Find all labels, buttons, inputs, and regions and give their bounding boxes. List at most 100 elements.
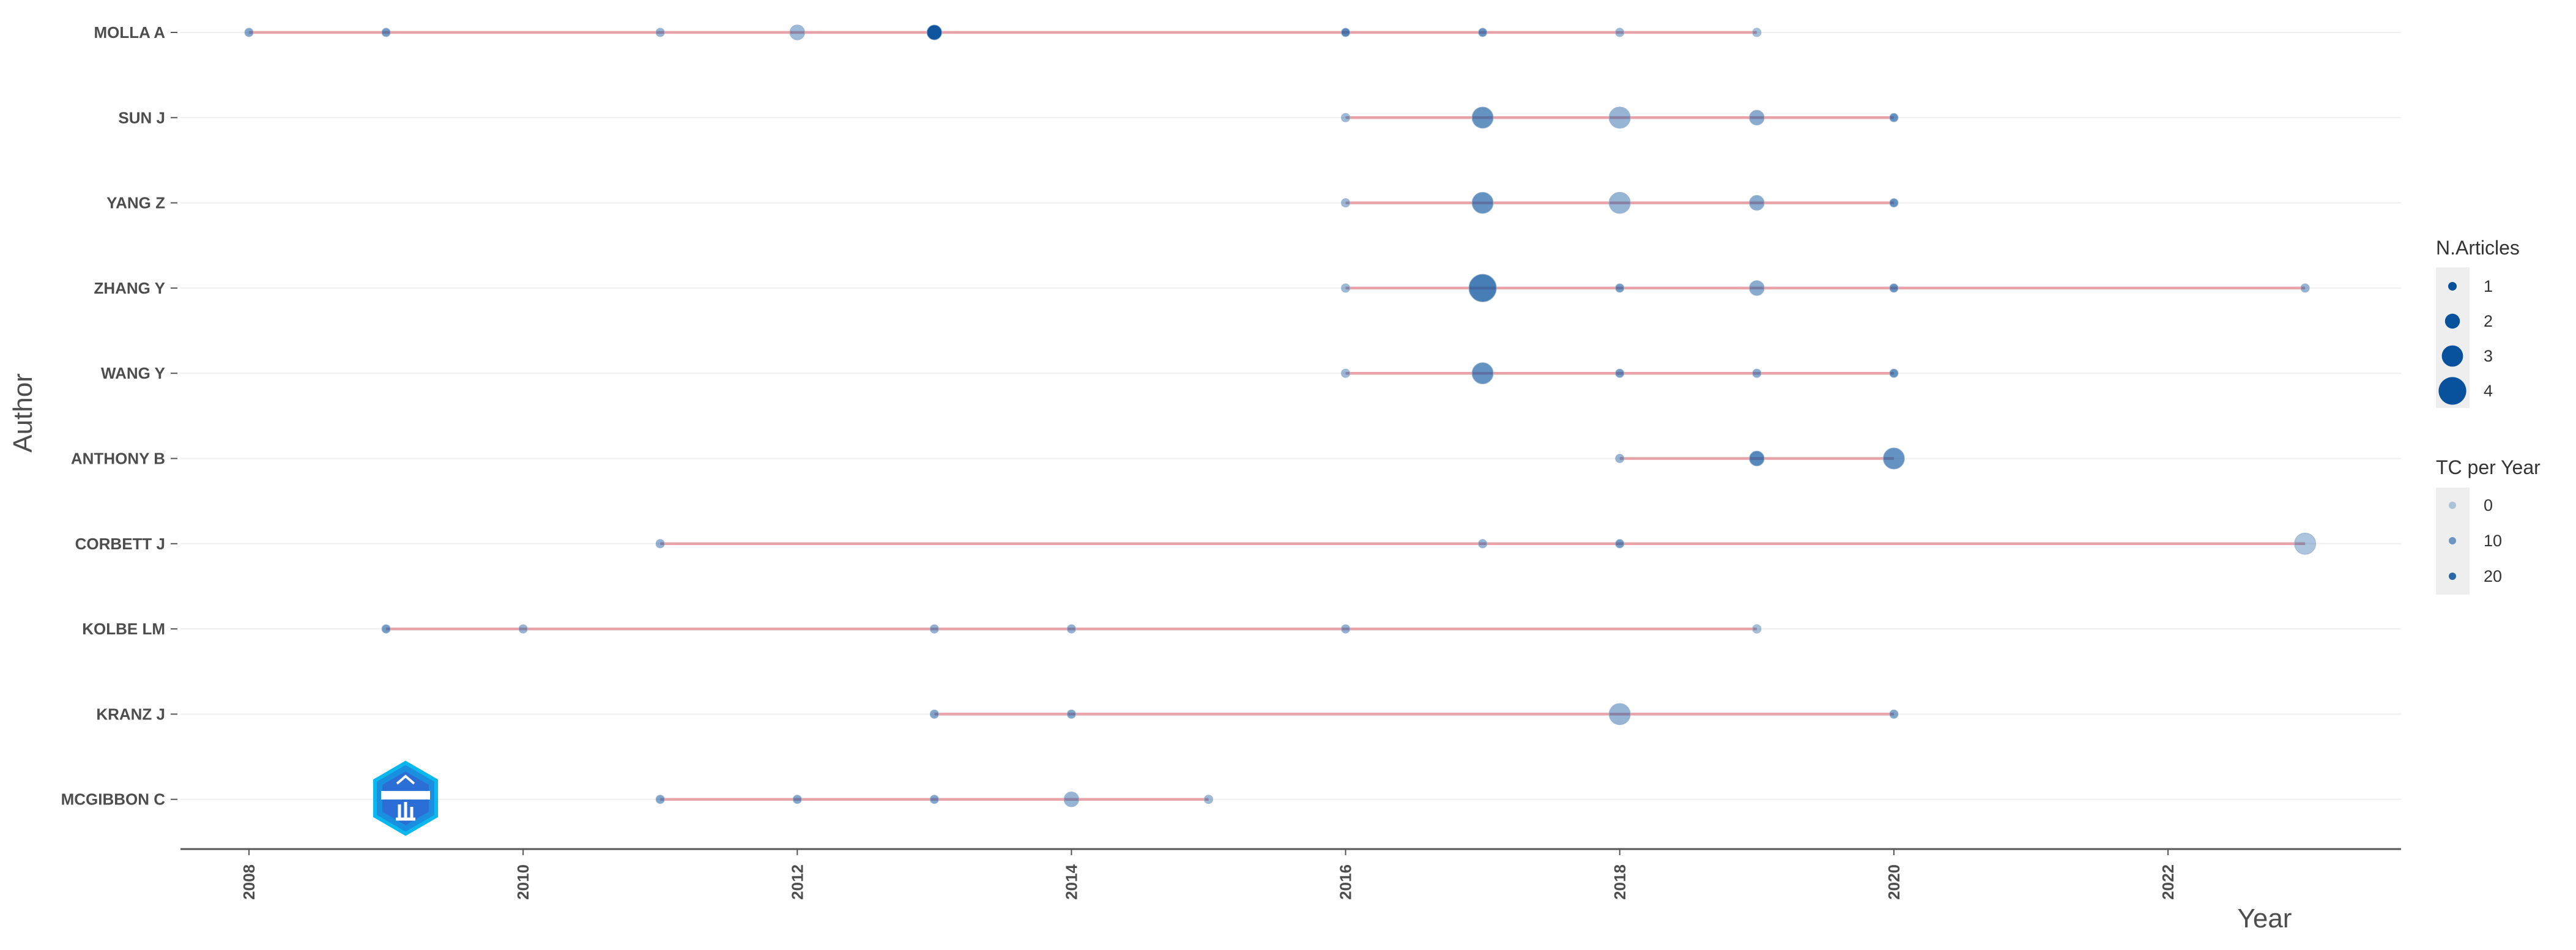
data-point xyxy=(1468,273,1497,302)
y-axis: MOLLA A SUN J YANG Z ZHANG Y WANG Y ANTHONY B… xyxy=(61,23,177,809)
data-point xyxy=(1889,709,1899,719)
data-point xyxy=(1341,198,1351,208)
data-point xyxy=(655,539,665,549)
legend-n-articles-label: 1 xyxy=(2484,277,2493,295)
data-point xyxy=(2300,283,2310,293)
data-point xyxy=(1471,362,1494,385)
data-point xyxy=(1749,109,1765,126)
author-label: CORBETT J xyxy=(75,535,165,553)
data-point xyxy=(1063,792,1080,807)
data-point xyxy=(1066,624,1076,634)
points-layer xyxy=(244,24,2317,807)
data-point xyxy=(1471,106,1494,129)
x-axis-title: Year xyxy=(2238,904,2292,933)
data-point xyxy=(1478,28,1488,37)
x-tick-label: 2008 xyxy=(240,864,258,900)
data-point xyxy=(789,24,806,40)
data-point xyxy=(1204,795,1214,804)
data-point xyxy=(926,24,943,40)
data-point xyxy=(929,709,939,719)
legend-tc-per-year-title: TC per Year xyxy=(2436,456,2541,478)
data-point xyxy=(1752,624,1762,634)
data-point xyxy=(1341,28,1351,37)
x-tick-label: 2016 xyxy=(1337,864,1355,900)
data-point xyxy=(381,28,391,37)
legend-tc-per-year: TC per Year 0 10 20 xyxy=(2436,456,2541,595)
y-axis-title: Author xyxy=(8,373,38,453)
data-point xyxy=(1752,368,1762,378)
x-tick-label: 2022 xyxy=(2159,864,2177,900)
data-point xyxy=(1341,113,1351,122)
data-point xyxy=(1478,539,1488,549)
legend-n-articles-swatch xyxy=(2438,377,2467,405)
data-point xyxy=(929,624,939,634)
author-label: MCGIBBON C xyxy=(61,790,166,809)
legend-n-articles-swatch xyxy=(2444,313,2460,329)
author-label: MOLLA A xyxy=(94,23,166,42)
data-point xyxy=(1889,198,1899,208)
x-tick-label: 2012 xyxy=(788,864,806,900)
data-point xyxy=(1752,28,1762,37)
author-label: ZHANG Y xyxy=(94,279,165,297)
legend-n-articles-swatch xyxy=(2441,345,2463,367)
data-point xyxy=(1341,368,1351,378)
data-point xyxy=(1608,703,1631,725)
legend-n-articles-label: 2 xyxy=(2484,312,2493,330)
data-point xyxy=(1615,28,1625,37)
legend-tc-swatch xyxy=(2449,537,2456,544)
legend-tc-label: 0 xyxy=(2484,496,2493,514)
data-point xyxy=(381,624,391,634)
data-point xyxy=(1883,447,1905,470)
legend-n-articles-label: 3 xyxy=(2484,347,2493,365)
logo-arrow-icon xyxy=(396,774,415,785)
author-label: KRANZ J xyxy=(96,705,165,723)
data-point xyxy=(655,795,665,804)
data-point xyxy=(1066,709,1076,719)
data-point xyxy=(1889,368,1899,378)
data-point xyxy=(1889,113,1899,122)
x-tick-label: 2014 xyxy=(1062,864,1080,899)
bibliometrix-logo xyxy=(373,760,438,836)
x-tick-label: 2010 xyxy=(514,864,532,900)
data-point xyxy=(1749,195,1765,211)
data-point xyxy=(655,28,665,37)
legend-n-articles-label: 4 xyxy=(2484,382,2493,400)
data-point xyxy=(929,795,939,804)
data-point xyxy=(518,624,528,634)
logo-bars-icon xyxy=(396,802,415,821)
grid-layer xyxy=(180,32,2401,800)
data-point xyxy=(1615,368,1625,378)
data-point xyxy=(1889,283,1899,293)
x-tick-label: 2018 xyxy=(1611,864,1629,900)
legend-tc-swatch xyxy=(2449,573,2456,580)
legend-n-articles: N.Articles 1 2 3 4 xyxy=(2436,237,2520,408)
x-axis: 2008 2010 2012 2014 2016 2018 2020 2022 xyxy=(180,848,2401,900)
author-label: YANG Z xyxy=(106,194,165,212)
data-point xyxy=(2294,532,2317,555)
legend-tc-swatch xyxy=(2449,502,2456,509)
data-point xyxy=(1471,191,1494,214)
legend-tc-label: 10 xyxy=(2484,532,2502,550)
data-point xyxy=(1615,539,1625,549)
data-point xyxy=(1615,454,1625,463)
data-point xyxy=(792,795,802,804)
data-point xyxy=(1608,191,1631,214)
author-label: ANTHONY B xyxy=(71,450,165,468)
data-point xyxy=(1749,280,1765,296)
data-point xyxy=(1341,283,1351,293)
series-layer xyxy=(249,31,2306,801)
data-point xyxy=(1749,450,1765,467)
author-label: WANG Y xyxy=(101,364,165,382)
legend-n-articles-swatch xyxy=(2448,282,2457,291)
data-point xyxy=(1608,106,1631,129)
legend-tc-label: 20 xyxy=(2484,567,2502,585)
data-point xyxy=(244,28,254,37)
data-point xyxy=(1615,283,1625,293)
logo-banner xyxy=(381,791,430,800)
author-label: SUN J xyxy=(118,108,165,127)
x-tick-label: 2020 xyxy=(1885,864,1903,900)
data-point xyxy=(1341,624,1351,634)
legend-n-articles-title: N.Articles xyxy=(2436,237,2520,259)
